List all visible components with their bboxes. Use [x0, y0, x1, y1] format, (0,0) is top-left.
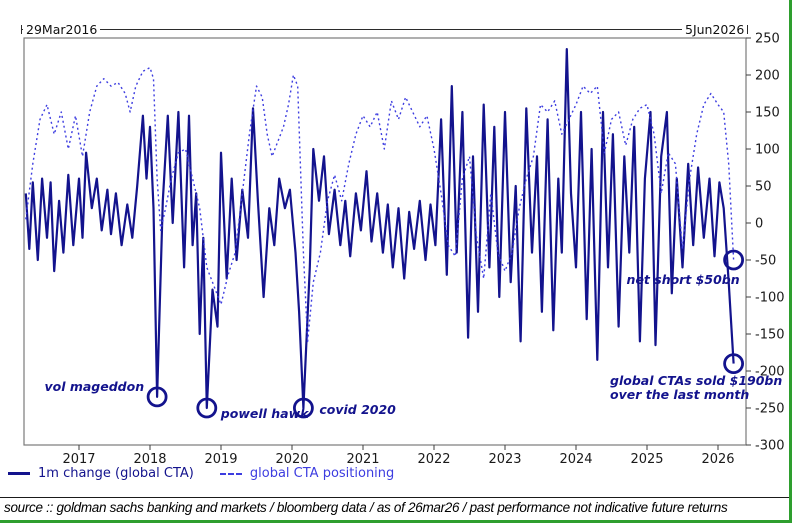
plot-border: [23, 37, 747, 446]
annotation-ctas-sold-line2: over the last month: [610, 387, 749, 402]
y-axis-label: -300: [755, 439, 785, 454]
y-axis-label: -100: [755, 291, 785, 306]
series-1m-change-line: [24, 47, 735, 410]
x-axis-label: 2019: [204, 452, 237, 467]
x-axis-label: 2025: [630, 452, 663, 467]
event-circle-marker: [146, 386, 168, 408]
y-axis-label: 50: [755, 180, 772, 195]
dotted-line-swatch: [219, 472, 242, 475]
event-circle-marker: [723, 353, 744, 375]
x-axis-label: 2026: [701, 452, 734, 467]
x-axis-label: 2017: [62, 452, 95, 467]
date-range-line: [21, 29, 748, 30]
end-date-label: 5Jun2026: [682, 22, 748, 37]
footer-divider: [0, 497, 792, 498]
y-axis-label: 100: [755, 143, 780, 158]
y-axis-label: -50: [755, 254, 776, 269]
legend-label-1m-change: 1m change (global CTA): [38, 466, 194, 481]
source-attribution: source :: goldman sachs banking and mark…: [4, 500, 728, 515]
annotation-covid-2020: covid 2020: [319, 402, 396, 417]
legend-item-positioning: global CTA positioning: [219, 466, 395, 481]
solid-line-swatch: [8, 472, 30, 475]
chart-legend: 1m change (global CTA) global CTA positi…: [8, 466, 394, 481]
y-axis-label: -250: [755, 402, 785, 417]
x-axis-label: 2022: [417, 452, 450, 467]
x-axis-label: 2023: [488, 452, 521, 467]
legend-item-1m-change: 1m change (global CTA): [8, 466, 194, 481]
y-axis-label: 200: [755, 69, 780, 84]
event-circle-marker: [723, 249, 744, 271]
annotation-vol-mageddon: vol mageddon: [44, 379, 144, 394]
y-axis-label: 150: [755, 106, 780, 121]
window-border-right: [789, 0, 792, 523]
date-range-end-tick: [747, 25, 748, 34]
y-axis-label: 0: [755, 217, 763, 232]
event-circle-marker: [196, 397, 218, 419]
annotation-powell-hawk: powell hawk: [220, 406, 309, 421]
legend-label-positioning: global CTA positioning: [249, 466, 395, 481]
x-axis-label: 2020: [275, 452, 308, 467]
x-axis-label: 2018: [133, 452, 166, 467]
y-axis-label: -200: [755, 365, 785, 380]
y-axis-label: -150: [755, 328, 785, 343]
annotation-net-short-50bn: net short $50bn: [627, 272, 740, 287]
annotation-ctas-sold-line1: global CTAs sold $190bn: [610, 373, 782, 388]
x-axis-label: 2024: [559, 452, 592, 467]
global-cta-chart: 250 200 150 100 50 0 -50 -100 -150 -200 -250 -300 20…: [23, 32, 785, 467]
start-date-label: 29Mar2016: [23, 22, 101, 37]
y-axis-label: 250: [755, 32, 780, 47]
date-range-start-tick: [21, 25, 22, 34]
window-border-bottom: [0, 520, 792, 523]
x-axis-label: 2021: [346, 452, 379, 467]
event-circle-marker: [292, 397, 314, 419]
